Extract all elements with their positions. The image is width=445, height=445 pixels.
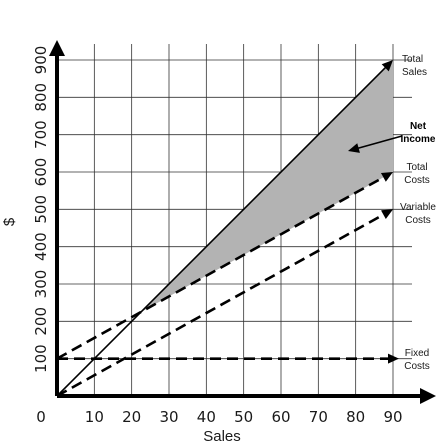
variable-costs-label: Costs (405, 215, 431, 226)
total-costs-label: Total (406, 162, 427, 173)
total-costs-line (56, 175, 386, 360)
variable-costs-label: Variable (400, 202, 436, 213)
x-tick-label: 0 (36, 408, 46, 426)
series-lines (56, 60, 399, 398)
y-tick-label: 400 (32, 232, 50, 261)
x-tick-label: 40 (197, 408, 216, 426)
variable-costs-line (56, 212, 386, 398)
net-income-pointer (355, 135, 403, 150)
x-tick-label: 70 (309, 408, 328, 426)
total-sales-label: Sales (402, 67, 427, 78)
x-tick-label: 50 (234, 408, 253, 426)
y-tick-label: 500 (32, 195, 50, 224)
x-tick-label: 90 (383, 408, 402, 426)
y-axis-label: $ (1, 217, 18, 226)
total-costs-label: Costs (404, 175, 430, 186)
y-tick-label: 700 (32, 120, 50, 149)
x-tick-label: 30 (159, 408, 178, 426)
axes (49, 40, 436, 404)
y-tick-label: 900 (32, 46, 50, 75)
net-income-label: Income (400, 134, 435, 145)
series-labels: Total Sales Total Costs Variable Costs Fixed Co… (348, 54, 436, 372)
total-costs-arrow-icon (380, 172, 393, 182)
x-tick-label: 20 (122, 408, 141, 426)
y-tick-label: 300 (32, 270, 50, 299)
x-tick-label: 80 (346, 408, 365, 426)
x-tick-label: 10 (85, 408, 104, 426)
fixed-costs-label: Fixed (405, 348, 429, 359)
x-axis-arrow-icon (420, 388, 436, 404)
y-axis-arrow-icon (49, 40, 65, 56)
tick-labels: 0 10 20 30 40 50 60 70 80 90 100 200 300 400 500 600 700… (32, 46, 403, 426)
y-tick-label: 800 (32, 83, 50, 112)
fixed-costs-label: Costs (404, 361, 430, 372)
variable-costs-arrow-icon (380, 209, 393, 220)
x-tick-label: 60 (271, 408, 290, 426)
y-tick-label: 100 (32, 344, 50, 373)
total-sales-line (56, 65, 388, 397)
y-tick-label: 600 (32, 158, 50, 187)
y-tick-label: 200 (32, 307, 50, 336)
total-sales-label: Total (402, 54, 423, 65)
x-axis-label: Sales (203, 428, 241, 445)
fixed-costs-arrow-icon (388, 353, 399, 364)
net-income-pointer-arrow-icon (348, 143, 360, 153)
net-income-label: Net (410, 121, 427, 132)
total-sales-arrow-icon (381, 60, 393, 72)
